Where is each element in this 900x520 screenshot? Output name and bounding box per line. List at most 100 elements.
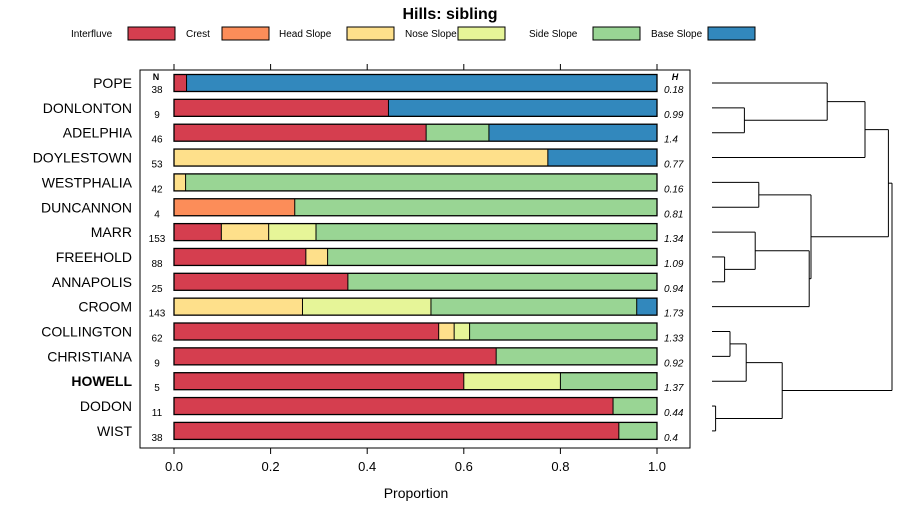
bar-segment (454, 323, 470, 340)
h-value: 1.34 (664, 234, 684, 245)
n-value: 46 (151, 135, 163, 146)
x-axis: 0.0 0.2 0.4 0.6 0.8 1.0 (165, 64, 666, 474)
bar-outline (173, 222, 658, 242)
bar-segment (327, 248, 657, 266)
h-value: 1.4 (664, 135, 678, 146)
bar-segment (174, 74, 187, 92)
bar-segment (613, 397, 657, 415)
x-tick-label: 1.0 (648, 459, 666, 474)
bar-segment (174, 248, 306, 266)
bar-segment (618, 422, 657, 440)
bar-segment (174, 149, 548, 167)
n-value: 38 (151, 433, 163, 444)
h-value: 0.4 (664, 433, 678, 444)
category-label: DONLONTON (43, 100, 132, 116)
bar-outline (173, 347, 658, 366)
h-header: H (672, 72, 679, 82)
bar-segment (636, 298, 657, 316)
n-value: 11 (152, 408, 163, 419)
h-value: 1.33 (664, 334, 684, 345)
legend-label: Interfluve (71, 29, 113, 40)
bar-segment (174, 298, 303, 316)
category-label: ANNAPOLIS (52, 274, 132, 290)
bar-segment (463, 372, 561, 390)
category-label: CROOM (78, 299, 132, 315)
legend-swatch (346, 26, 395, 41)
bar-segment (185, 173, 658, 191)
bar-segment (316, 223, 657, 241)
h-value: 0.44 (664, 408, 684, 419)
legend-swatch (707, 26, 756, 41)
legend-label: Nose Slope (405, 29, 457, 40)
bar-segment (221, 223, 269, 241)
bar-segment (438, 323, 455, 340)
bar-segment (347, 273, 657, 291)
legend-label: Head Slope (279, 29, 332, 40)
bar-outline (173, 322, 658, 341)
bar-outline (173, 272, 658, 291)
bar-segment (302, 298, 431, 316)
h-value: 0.99 (664, 110, 684, 121)
h-value: 1.73 (664, 309, 684, 320)
bar-outline (173, 297, 658, 316)
category-label: MARR (91, 224, 132, 240)
category-label: WESTPHALIA (42, 174, 133, 190)
bar-segment (426, 124, 489, 142)
bar-outline (173, 73, 658, 93)
n-value: 9 (154, 110, 160, 121)
bar-segment (305, 248, 328, 266)
x-tick-label: 0.6 (455, 459, 473, 474)
bar-segment (174, 347, 497, 365)
bar-segment (174, 173, 186, 191)
category-label: HOWELL (71, 373, 132, 389)
bar-segment (430, 298, 637, 316)
category-label: POPE (93, 75, 132, 91)
x-axis-label: Proportion (384, 485, 449, 501)
bar-outline (173, 98, 658, 117)
n-value: 143 (149, 309, 166, 320)
category-label: WIST (97, 423, 132, 439)
h-value: 0.94 (664, 284, 684, 295)
bar-outline (173, 247, 658, 267)
h-value: 0.92 (664, 358, 684, 369)
bar-segment (174, 273, 348, 291)
bar-outline (173, 421, 658, 441)
h-value: 1.37 (664, 383, 684, 394)
n-value: 153 (149, 234, 166, 245)
x-tick-label: 0.4 (358, 459, 376, 474)
bar-segment (560, 372, 657, 390)
bar-outline (173, 123, 658, 142)
bar-segment (488, 124, 657, 142)
bar-segment (268, 223, 317, 241)
n-value: 4 (154, 209, 160, 220)
bar-segment (496, 347, 657, 365)
n-value: 9 (154, 358, 160, 369)
x-tick-label: 0.2 (262, 459, 280, 474)
legend-swatch (457, 26, 506, 41)
legend-swatch (127, 26, 176, 41)
plot-frame (139, 69, 691, 449)
legend-label: Base Slope (651, 29, 703, 40)
x-tick-label: 0.0 (165, 459, 183, 474)
bar-segment (174, 323, 439, 340)
h-value: 0.81 (664, 209, 683, 220)
n-value: 53 (151, 160, 163, 171)
category-label: CHRISTIANA (47, 348, 132, 364)
n-value: 88 (151, 259, 163, 270)
bar-outline (173, 372, 658, 391)
category-label: DOYLESTOWN (33, 150, 132, 166)
bar-segment (174, 223, 222, 241)
bar-outline (173, 396, 658, 416)
category-label: COLLINGTON (41, 324, 132, 340)
h-value: 0.16 (664, 184, 684, 195)
bar-segment (388, 99, 657, 117)
n-header: N (153, 72, 160, 82)
legend: Interfluve Crest Head Slope Nose Slope Side … (71, 26, 756, 41)
bars-group: N H POPE 38 0.18 DONLONTON 9 0.99 ADELPHIA 46 1.4 D… (33, 72, 684, 444)
x-tick-label: 0.8 (551, 459, 569, 474)
bar-segment (294, 198, 657, 216)
bar-segment (174, 397, 614, 415)
h-value: 0.77 (664, 160, 684, 171)
legend-label: Crest (186, 29, 210, 40)
